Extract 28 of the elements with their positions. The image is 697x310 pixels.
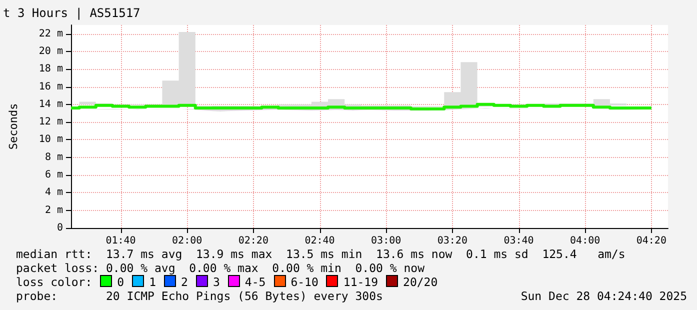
- x-tick-label: 03:40: [504, 236, 534, 246]
- x-tick-label: 02:40: [304, 236, 335, 246]
- y-tick-label: 0: [56, 222, 63, 234]
- text: probe: 20 ICMP Echo Pings (56 Bytes) every 300s: [16, 289, 383, 303]
- y-tick-label: 12 m: [38, 116, 63, 128]
- text: packet loss: 0.00 % avg 0.00 % max 0.00 % min 0.00 % now: [16, 261, 424, 275]
- x-tick-label: 03:00: [371, 236, 402, 246]
- chart-title: t 3 Hours | AS51517: [3, 6, 140, 20]
- text: Sun Dec 28 04:24:40 2025: [520, 289, 687, 303]
- y-axis-title: Seconds: [7, 103, 20, 150]
- y-tick-label: 2 m: [44, 204, 63, 216]
- x-tick-label: 02:00: [172, 236, 202, 246]
- y-tick-label: 18 m: [38, 64, 63, 75]
- y-tick-label: 4 m: [44, 187, 63, 198]
- x-tick-label: 02:20: [238, 236, 268, 246]
- x-tick-label: 01:40: [106, 236, 136, 246]
- y-tick-label: 20 m: [38, 46, 63, 57]
- y-tick-label: 10 m: [38, 134, 63, 146]
- text: median rtt: 13.7 ms avg 13.9 ms max 13.5 ms min 13.6 ms now 0.1 ms sd 125.4 am/s: [16, 247, 626, 261]
- y-tick-label: 8 m: [44, 152, 63, 163]
- y-tick-label: 16 m: [38, 81, 63, 92]
- x-tick-label: 03:20: [437, 236, 468, 246]
- text: loss color: 0 1 2 3 4-5 6-10 11-19 20/20: [16, 275, 438, 289]
- y-tick-label: 14 m: [38, 98, 63, 110]
- x-tick-label: 04:20: [636, 236, 666, 246]
- y-tick-label: 22 m: [38, 28, 63, 40]
- y-tick-label: 6 m: [44, 170, 63, 181]
- x-tick-label: 04:00: [570, 236, 600, 246]
